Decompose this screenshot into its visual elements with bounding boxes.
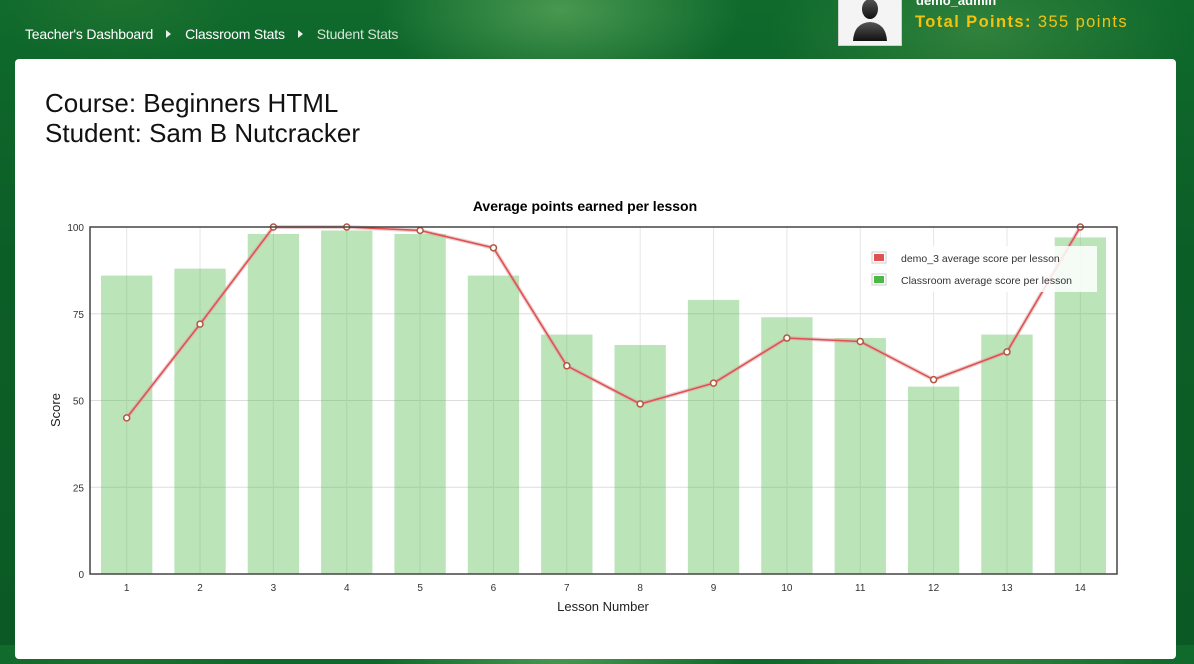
bar [761, 317, 813, 574]
y-tick-label: 50 [73, 397, 85, 408]
line-point [563, 362, 571, 370]
total-points-label: Total Points: [915, 13, 1032, 31]
breadcrumb-teachers-dashboard[interactable]: Teacher's Dashboard [25, 26, 154, 42]
course-info: Course: Beginners HTML Student: Sam B Nu… [45, 88, 360, 148]
legend-label: Classroom average score per lesson [901, 275, 1072, 287]
x-tick-label: 8 [637, 583, 643, 594]
plot-frame [89, 226, 1118, 575]
legend-swatch [874, 254, 884, 261]
breadcrumb: Teacher's Dashboard Classroom Stats Stud… [25, 26, 398, 42]
bar [101, 275, 153, 574]
bar-series [101, 230, 1106, 574]
y-tick-label: 0 [78, 570, 84, 581]
x-tick-label: 2 [197, 583, 203, 594]
top-bar: Teacher's Dashboard Classroom Stats Stud… [0, 0, 1194, 60]
total-points-value: 355 points [1037, 13, 1129, 31]
line-point [929, 375, 938, 384]
y-tick-label: 100 [67, 223, 84, 234]
legend-swatch [874, 276, 884, 283]
x-tick-label: 12 [928, 583, 940, 594]
x-tick-label: 10 [781, 583, 793, 594]
bar [907, 386, 960, 574]
legend-box [867, 246, 1097, 292]
bar [247, 233, 300, 574]
x-tick-label: 14 [1075, 583, 1087, 594]
bar [467, 275, 520, 574]
y-tick-label: 75 [73, 310, 85, 321]
chevron-right-icon [166, 30, 172, 38]
score-chart: Average points earned per lesson Lesson … [48, 198, 1118, 614]
breadcrumb-classroom-stats[interactable]: Classroom Stats [185, 26, 285, 42]
x-tick-label: 11 [855, 583, 866, 594]
student-name: Student: Sam B Nutcracker [45, 118, 361, 148]
bar [614, 344, 666, 574]
chart-legend: demo_3 average score per lesson Classroom… [867, 246, 1097, 292]
x-tick-label: 13 [1001, 583, 1013, 594]
bar [1054, 237, 1106, 574]
line-point [122, 414, 131, 422]
line-point [709, 379, 718, 387]
chart-container: Average points earned per lesson Lesson … [15, 59, 1176, 659]
total-points: Total Points: 355 points [915, 13, 1128, 32]
main-card: Course: Beginners HTML Student: Sam B Nu… [15, 59, 1176, 659]
legend-label: demo_3 average score per lesson [901, 253, 1060, 265]
chevron-right-icon [297, 30, 303, 38]
x-tick-label: 1 [124, 583, 130, 594]
course-title: Course: Beginners HTML [45, 88, 339, 118]
x-tick-label: 5 [417, 583, 423, 594]
avatar[interactable] [838, 0, 902, 46]
line-point [416, 226, 424, 235]
bar [834, 338, 886, 574]
username: demo_admin [916, 0, 997, 8]
bar [394, 233, 446, 574]
user-silhouette-icon [853, 0, 887, 41]
x-axis-label: Lesson Number [557, 599, 649, 614]
line-point [489, 244, 498, 252]
y-axis-label: Score [48, 393, 63, 427]
line-point [1003, 348, 1011, 356]
line-point [636, 400, 644, 408]
bar [174, 268, 226, 574]
breadcrumb-student-stats: Student Stats [316, 26, 399, 42]
line-point [196, 320, 204, 328]
x-tick-label: 7 [564, 583, 570, 594]
bar [321, 230, 373, 574]
x-tick-label: 9 [711, 583, 717, 594]
bar [981, 334, 1033, 574]
line-point [856, 337, 864, 346]
x-tick-label: 3 [271, 583, 277, 594]
x-tick-label: 4 [344, 583, 350, 594]
chart-grid [90, 226, 1117, 575]
chart-title: Average points earned per lesson [473, 198, 697, 214]
bar [687, 299, 740, 574]
line-point [783, 334, 791, 342]
x-tick-label: 6 [491, 583, 497, 594]
y-tick-label: 25 [73, 483, 85, 494]
bar [541, 334, 593, 574]
